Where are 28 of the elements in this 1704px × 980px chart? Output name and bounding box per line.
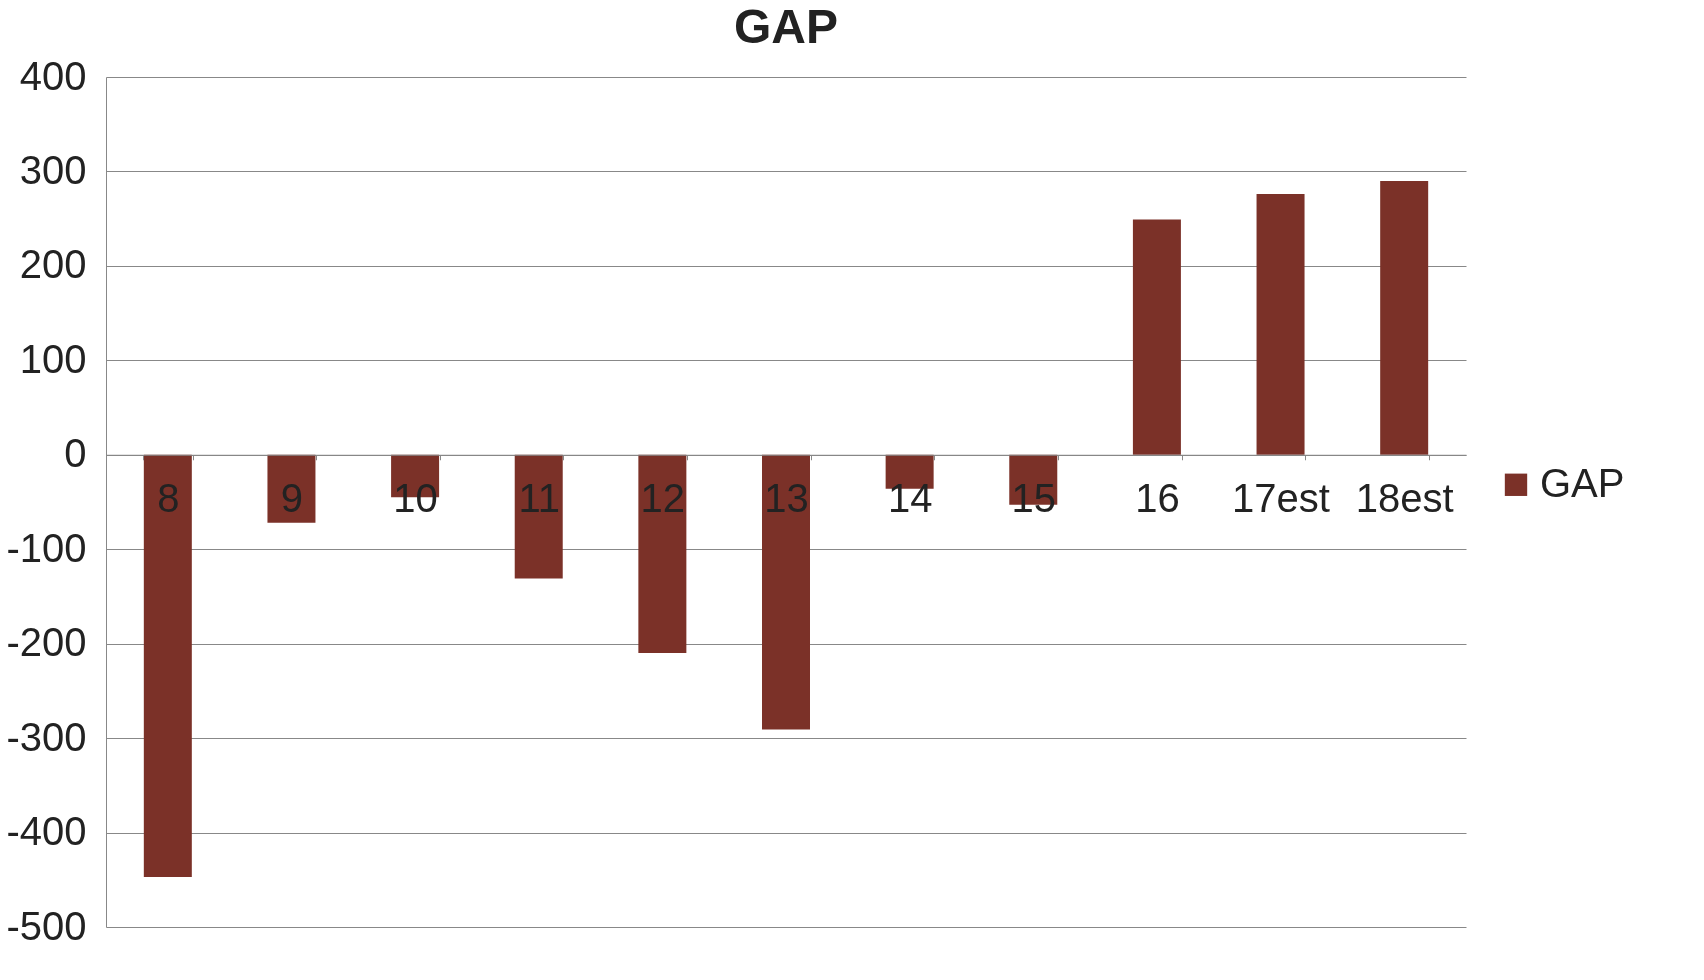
bar [1256,194,1305,455]
y-tick-label: 200 [19,242,87,287]
y-tick-label: -500 [6,903,87,948]
x-tick-label: 14 [887,476,933,521]
x-tick-label: 13 [764,476,809,521]
x-tick-label: 11 [518,476,560,521]
x-tick-label: 17est [1232,476,1330,521]
bar [638,454,687,654]
y-tick-label: 0 [64,431,87,476]
legend-label: GAP [1540,460,1625,505]
bar [762,454,810,730]
x-tick-label: 18est [1355,476,1454,521]
y-tick-label: 400 [19,53,87,98]
y-tick-label: -200 [6,620,87,665]
chart-title: GAP [733,0,839,53]
x-tick-label: 9 [280,476,304,521]
y-tick-label: 100 [19,336,87,381]
bar [514,454,563,579]
x-tick-label: 12 [640,476,686,521]
bar [143,454,192,877]
y-tick-label: -400 [6,809,87,854]
y-tick-label: -300 [6,714,87,759]
bar [1132,219,1181,455]
x-tick-label: 16 [1135,476,1180,521]
x-tick-label: 8 [157,476,180,521]
y-tick-label: 300 [19,147,87,192]
y-tick-label: -100 [6,525,87,570]
bar [1380,180,1429,455]
